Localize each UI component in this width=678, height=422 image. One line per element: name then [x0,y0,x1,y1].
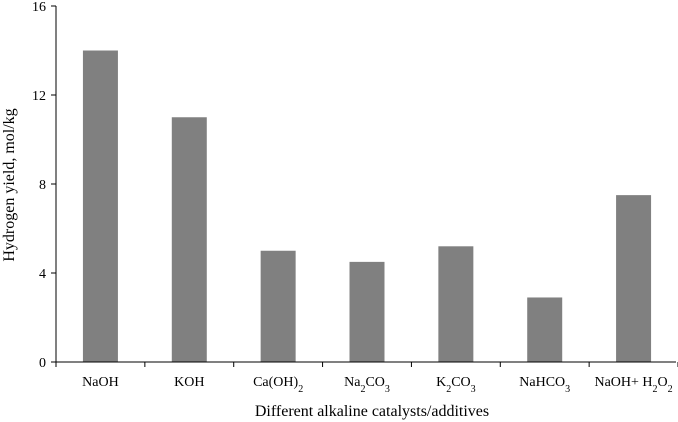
bar [171,117,207,362]
bar [527,297,563,362]
y-tick-label: 8 [39,178,46,193]
y-tick-label: 12 [32,89,46,104]
x-tick-label: Na2CO3 [344,375,390,395]
y-tick-label: 16 [32,0,46,15]
y-axis: 0 4 8 12 16 [32,0,57,371]
y-axis-title: Hydrogen yield, mol/kg [1,108,18,261]
bar [82,50,118,362]
bar [349,261,385,362]
bar [260,250,296,362]
bar [616,195,652,362]
x-tick-label: NaOH+ H2O2 [594,375,672,395]
x-tick-label: NaHCO3 [519,375,570,395]
x-tick-label: NaOH [82,375,119,390]
bar [438,246,474,362]
x-tick-label: Ca(OH)2 [253,375,303,395]
x-axis: NaOH KOH Ca(OH)2 Na2CO3 K2CO3 NaHCO3 NaOH+ H2O… [55,361,678,395]
bars [82,50,652,362]
y-tick-label: 4 [39,267,46,282]
x-tick-label: KOH [174,375,204,390]
y-tick-label: 0 [39,356,46,371]
x-axis-title: Different alkaline catalysts/additives [255,403,489,420]
x-tick-label: K2CO3 [436,375,476,395]
